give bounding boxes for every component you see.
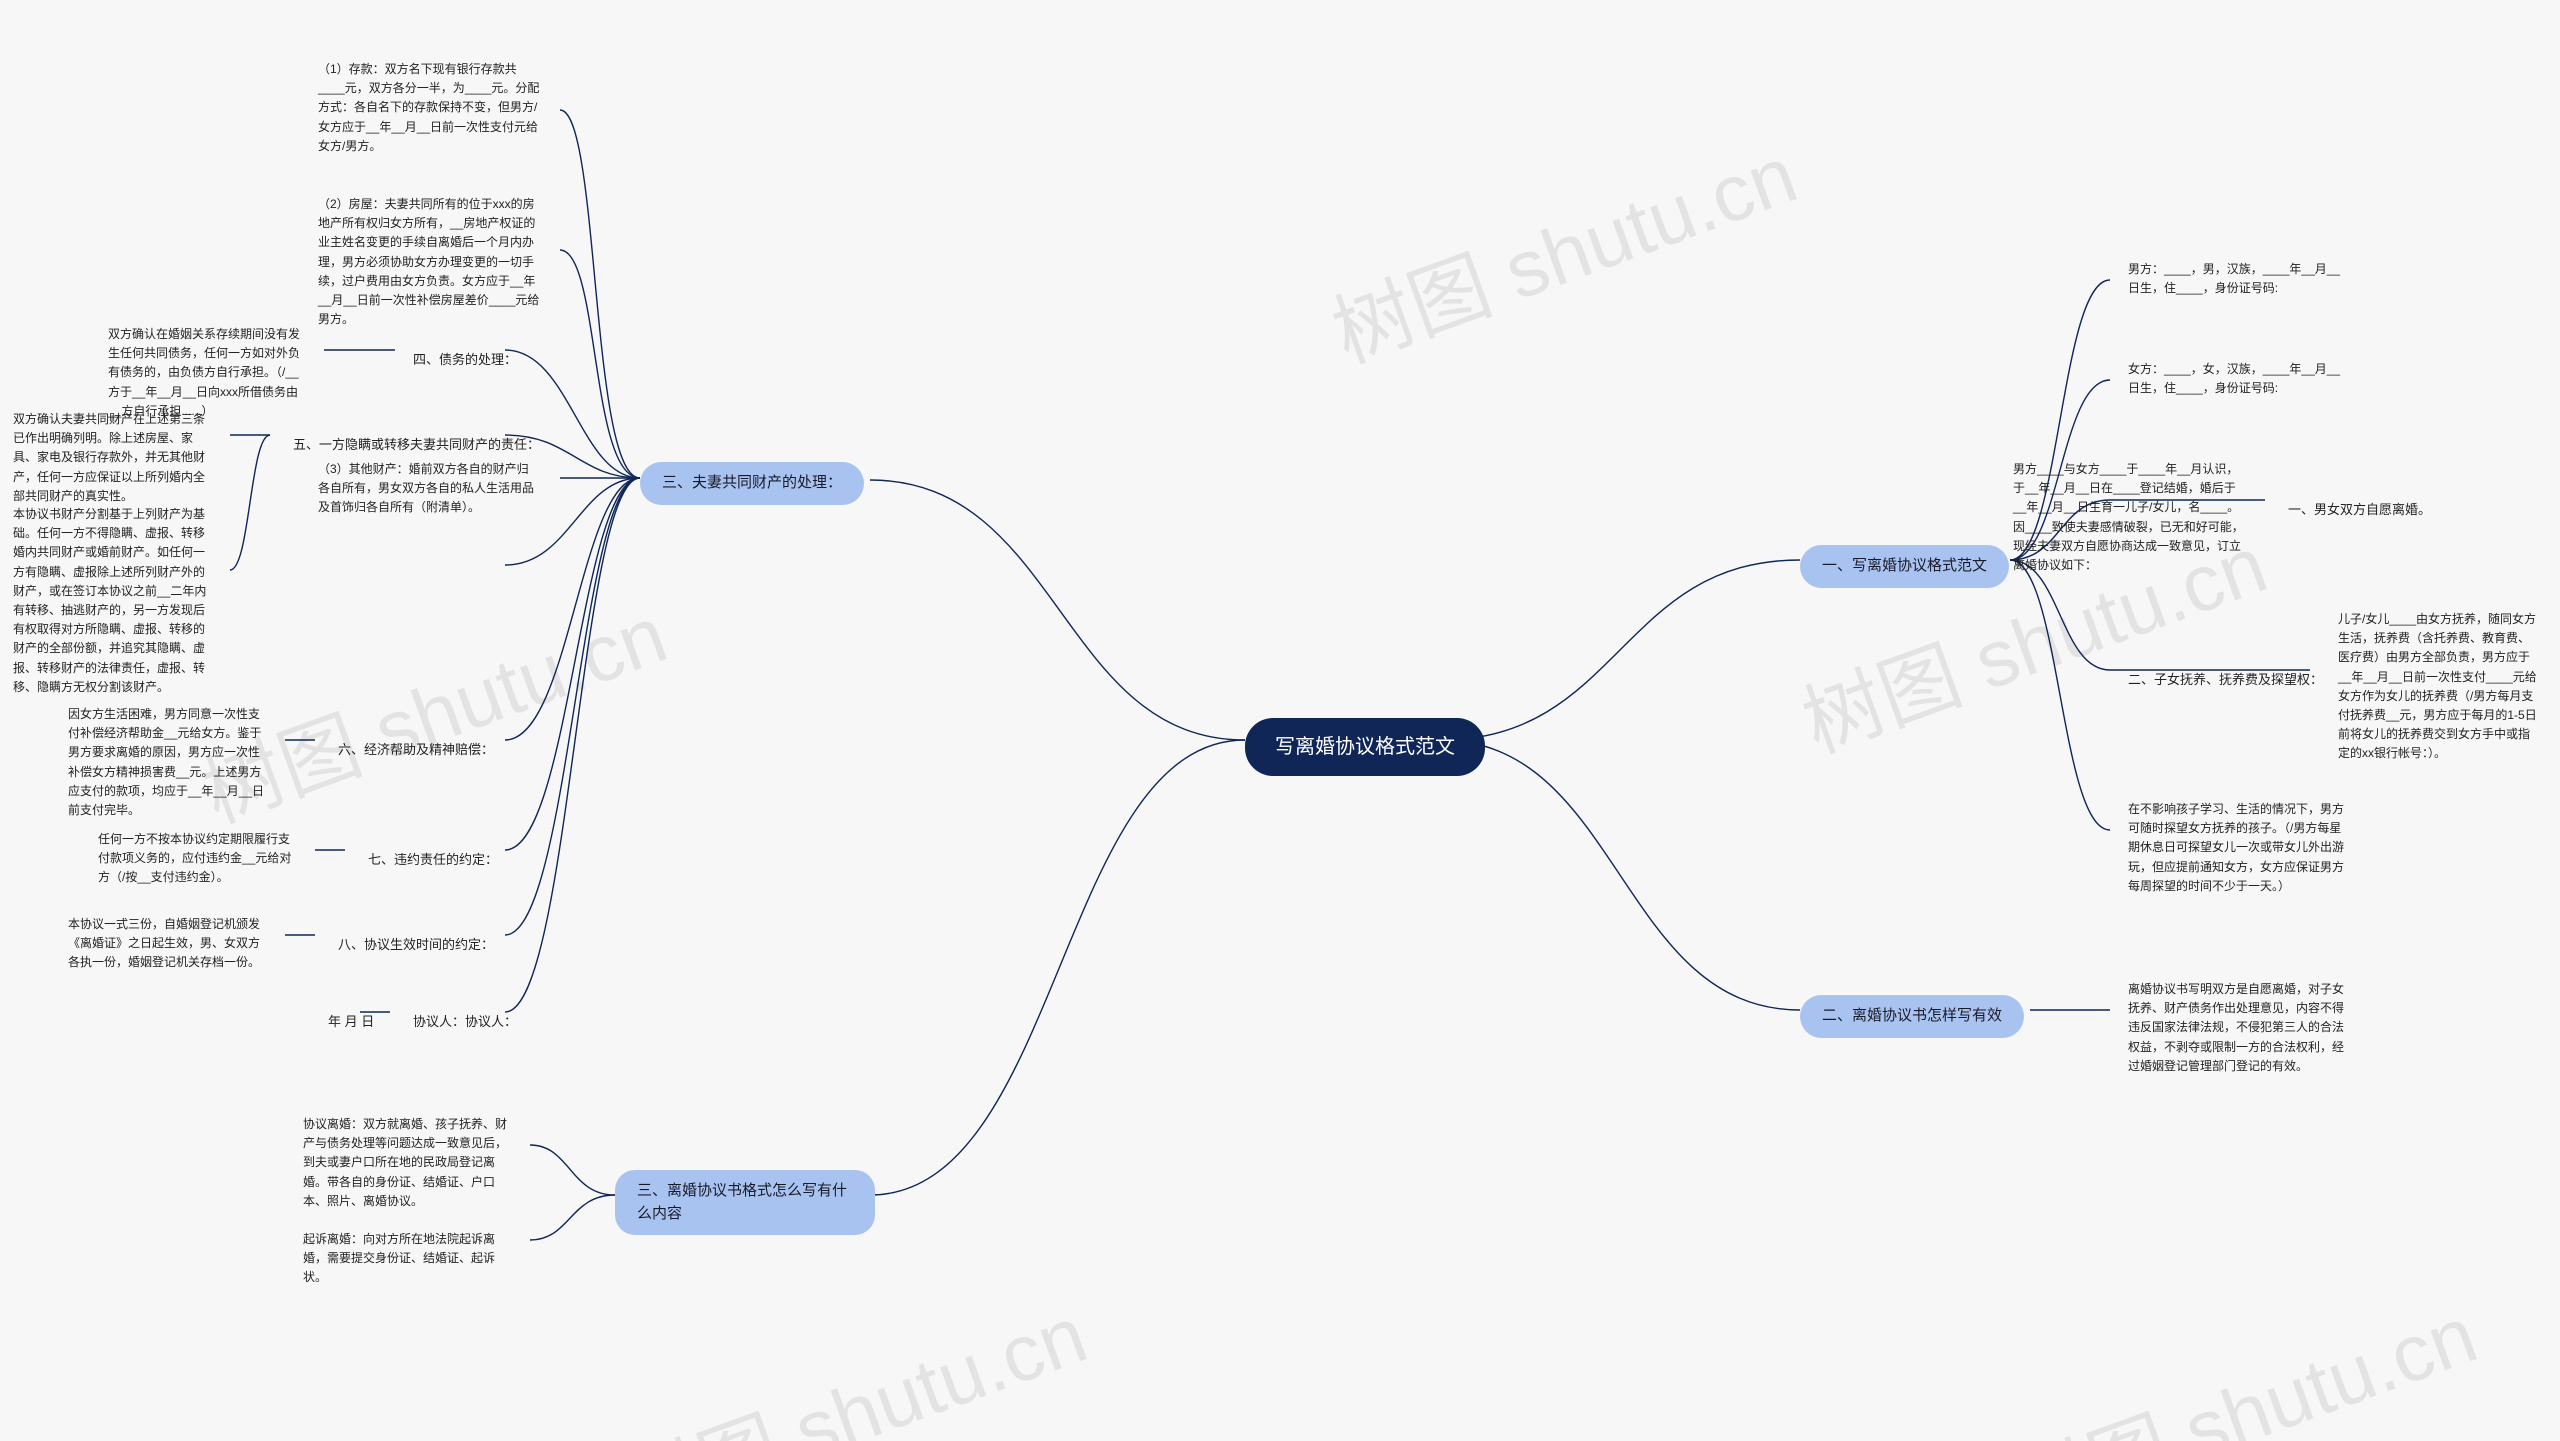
- leaf-b3-7-text: 任何一方不按本协议约定期限履行支付款项义务的，应付违约金__元给对方（/按__支…: [80, 820, 315, 898]
- leaf-b1-r4-label: 二、子女抚养、抚养费及探望权：: [2110, 660, 2341, 700]
- branch-1[interactable]: 一、写离婚协议格式范文: [1800, 545, 2009, 588]
- leaf-b3-5-label: 五、一方隐瞒或转移夫妻共同财产的责任：: [275, 425, 558, 465]
- leaf-b2-text: 离婚协议书写明双方是自愿离婚，对子女抚养、财产债务作出处理意见，内容不得违反国家…: [2110, 970, 2370, 1086]
- leaf-b3-9-text: 年 月 日: [310, 1002, 392, 1042]
- leaf-b1-r5: 在不影响孩子学习、生活的情况下，男方可随时探望女方抚养的孩子。（/男方每星期休息…: [2110, 790, 2370, 906]
- watermark: 树图 shutu.cn: [605, 1271, 1100, 1441]
- watermark: 树图 shutu.cn: [1315, 111, 1810, 386]
- leaf-b1-r3-text: 男方____与女方____于____年__月认识，于__年__月__日在____…: [1995, 450, 2265, 585]
- leaf-b1-r4-text: 儿子/女儿____由女方抚养，随同女方生活，抚养费（含托养费、教育费、医疗费）由…: [2320, 600, 2555, 774]
- branch-4[interactable]: 三、离婚协议书格式怎么写有什么内容: [615, 1170, 875, 1235]
- branch-2[interactable]: 二、离婚协议书怎样写有效: [1800, 995, 2024, 1038]
- mindmap-canvas: 树图 shutu.cn 树图 shutu.cn 树图 shutu.cn 树图 s…: [0, 0, 2560, 1441]
- watermark: 树图 shutu.cn: [1995, 1271, 2490, 1441]
- branch-3[interactable]: 三、夫妻共同财产的处理：: [640, 462, 864, 505]
- leaf-b3-2: （2）房屋：夫妻共同所有的位于xxx的房地产所有权归女方所有，__房地产权证的业…: [300, 185, 560, 339]
- leaf-b3-1: （1）存款：双方名下现有银行存款共____元，双方各分一半，为____元。分配方…: [300, 50, 560, 166]
- leaf-b1-r2: 女方：____，女，汉族，____年__月__日生，住____，身份证号码:: [2110, 350, 2370, 408]
- leaf-b3-7-label: 七、违约责任的约定：: [350, 840, 516, 880]
- root-node[interactable]: 写离婚协议格式范文: [1245, 718, 1485, 776]
- leaf-b3-6-label: 六、经济帮助及精神赔偿：: [320, 730, 512, 770]
- leaf-b3-8-label: 八、协议生效时间的约定：: [320, 925, 512, 965]
- leaf-b4-2: 起诉离婚：向对方所在地法院起诉离婚，需要提交身份证、结婚证、起诉状。: [285, 1220, 525, 1298]
- leaf-b1-r3-label: 一、男女双方自愿离婚。: [2270, 490, 2449, 530]
- leaf-b3-5b-text: 本协议书财产分割基于上列财产为基础。任何一方不得隐瞒、虚报、转移婚内共同财产或婚…: [0, 495, 230, 707]
- leaf-b4-1: 协议离婚：双方就离婚、孩子抚养、财产与债务处理等问题达成一致意见后，到夫或妻户口…: [285, 1105, 525, 1221]
- leaf-b3-9-label: 协议人：协议人：: [395, 1002, 535, 1042]
- leaf-b3-8-text: 本协议一式三份，自婚姻登记机颁发《离婚证》之日起生效，男、女双方各执一份，婚姻登…: [50, 905, 285, 983]
- leaf-b3-4-label: 四、债务的处理：: [395, 340, 535, 380]
- leaf-b3-6-text: 因女方生活困难，男方同意一次性支付补偿经济帮助金__元给女方。鉴于男方要求离婚的…: [50, 695, 285, 830]
- leaf-b1-r1: 男方：____，男，汉族，____年__月__日生，住____，身份证号码:: [2110, 250, 2370, 308]
